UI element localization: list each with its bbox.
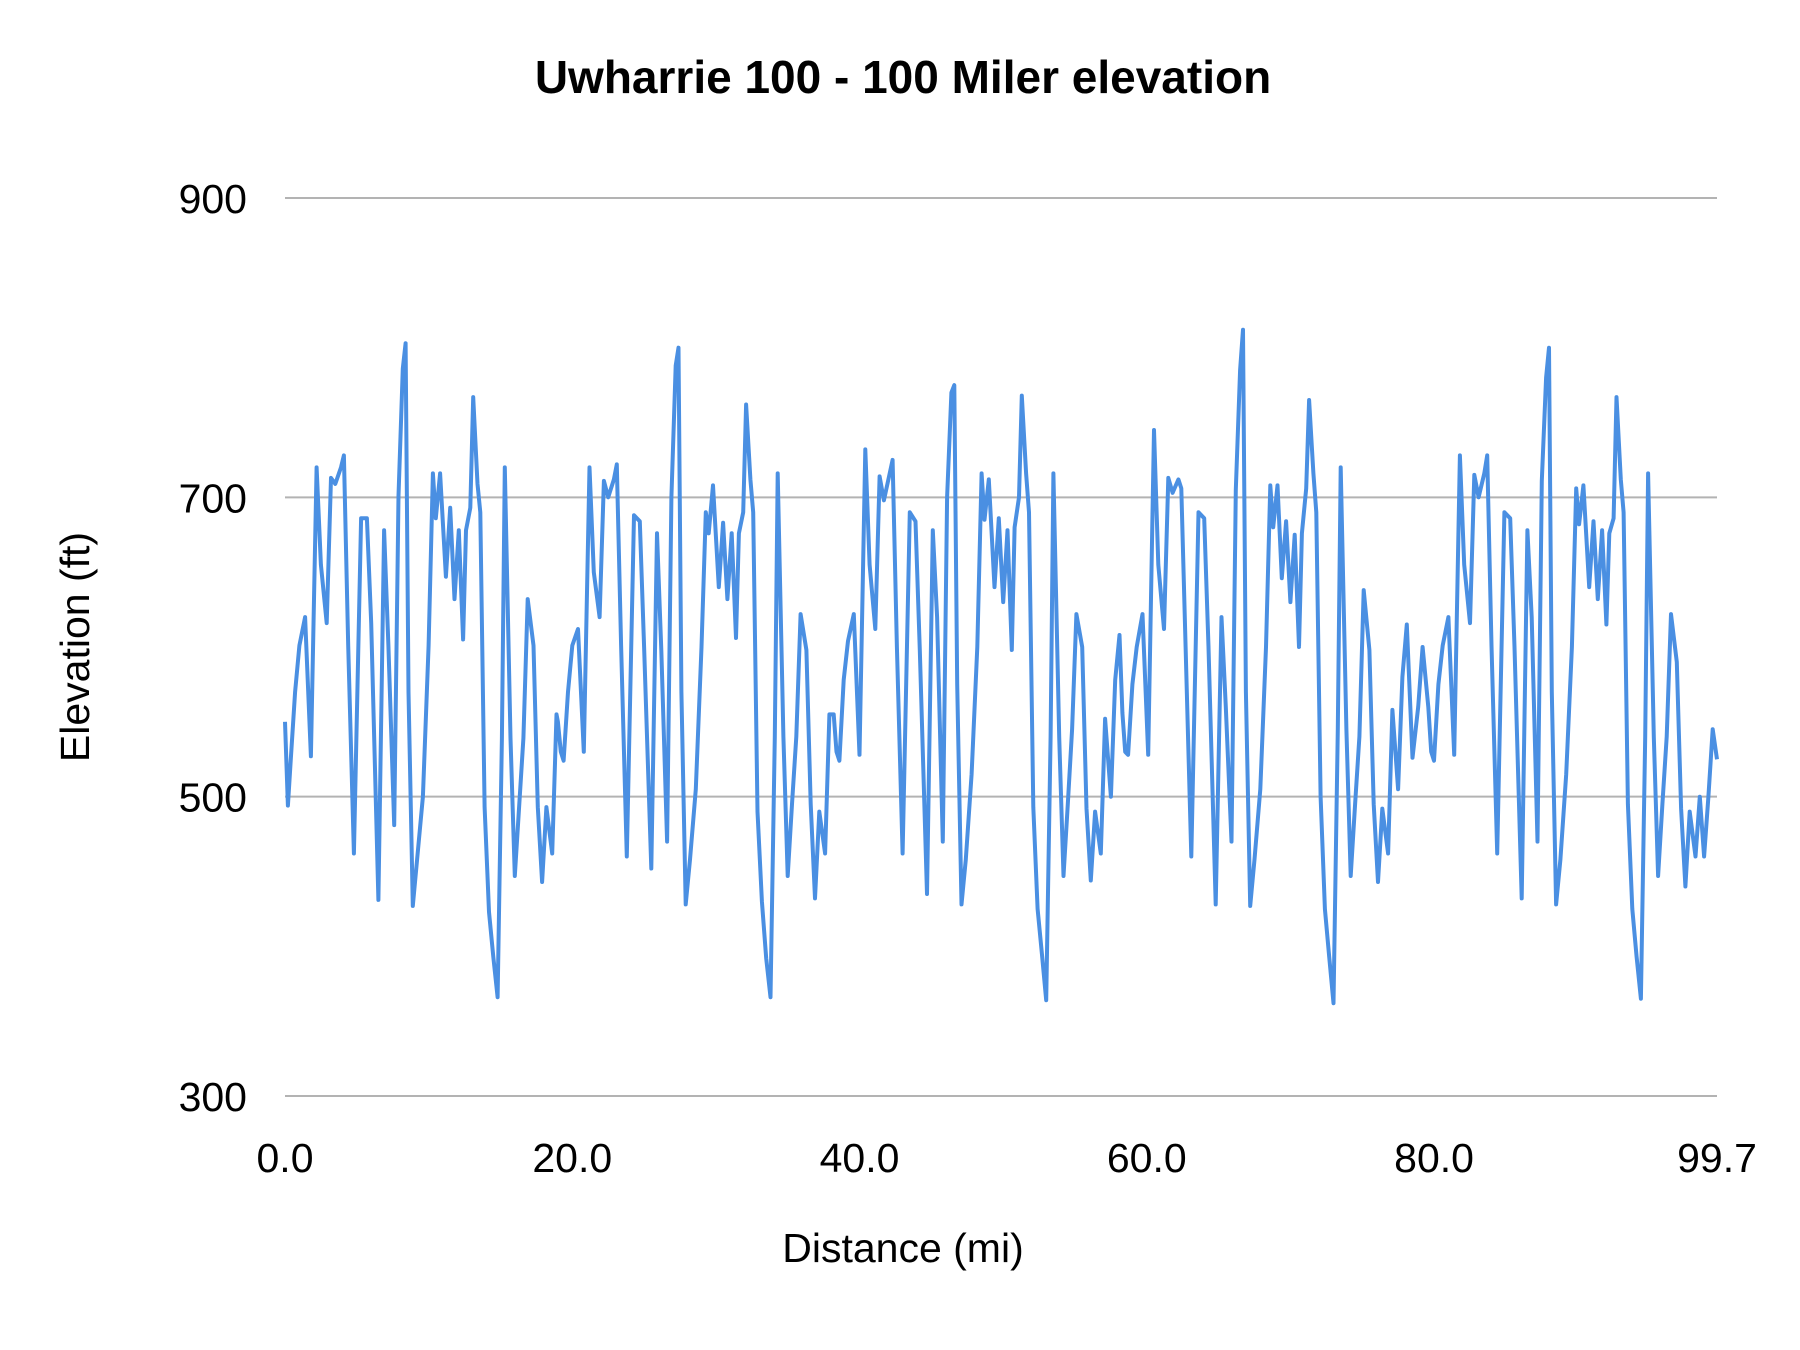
x-tick-label: 40.0 [820, 1135, 900, 1181]
chart-title: Uwharrie 100 - 100 Miler elevation [535, 51, 1271, 103]
x-tick-label: 60.0 [1107, 1135, 1187, 1181]
x-axis-ticks: 0.0 20.0 40.0 60.0 80.0 99.7 [257, 1135, 1757, 1181]
y-tick-label: 500 [179, 775, 247, 821]
x-tick-label: 20.0 [532, 1135, 612, 1181]
x-tick-label: 99.7 [1677, 1135, 1757, 1181]
y-tick-label: 700 [179, 475, 247, 521]
y-axis-ticks: 300 500 700 900 [179, 176, 247, 1120]
y-axis-label: Elevation (ft) [52, 532, 98, 762]
x-tick-label: 0.0 [257, 1135, 314, 1181]
y-tick-label: 900 [179, 176, 247, 222]
x-axis-label: Distance (mi) [782, 1225, 1023, 1271]
elevation-series-line [283, 327, 1719, 1006]
x-tick-label: 80.0 [1394, 1135, 1474, 1181]
y-tick-label: 300 [179, 1074, 247, 1120]
